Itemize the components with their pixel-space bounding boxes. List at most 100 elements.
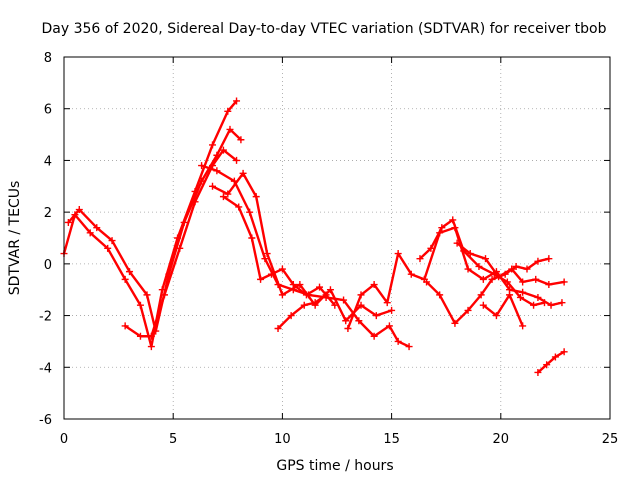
series-1-point-4 [121,275,129,283]
series-8-point-13 [519,288,527,296]
series-12-point-1 [492,312,500,320]
y-tick-label-7: 8 [44,51,52,66]
series-3-point-6 [209,162,217,170]
series-5-point-9 [342,317,350,325]
series-7-point-2 [300,301,308,309]
series-6-point-2 [248,234,256,242]
series-4-point-4 [261,255,269,263]
series-6-trace [222,195,337,307]
series-6-point-5 [278,265,286,273]
y-tick-label-4: 2 [44,206,52,221]
series-1-point-3 [104,244,112,252]
x-tick-label-2: 10 [274,432,291,447]
chart-title: Day 356 of 2020, Sidereal Day-to-day VTE… [41,21,606,37]
series-8-point-15 [547,301,555,309]
series-9-point-0 [416,255,424,263]
x-tick-label-4: 20 [493,432,510,447]
series-5-point-2 [239,169,247,177]
series-5-point-12 [388,306,396,314]
series-2-point-11 [226,125,234,133]
series-4-point-14 [405,343,413,351]
series-8-point-2 [370,281,378,289]
series-9-point-2 [438,224,446,232]
series-10-point-10 [545,255,553,263]
y-tick-label-5: 4 [44,154,52,169]
series-11-point-2 [482,255,490,263]
series-10-point-1 [436,291,444,299]
series-10-point-8 [523,265,531,273]
series-2-point-8 [180,218,188,226]
series-2-point-1 [75,206,83,214]
series-7-point-3 [311,299,319,307]
series-12-point-2 [506,291,514,299]
series-3-point-2 [147,332,155,340]
series-11-point-8 [560,278,568,286]
series-13-trace [536,350,566,374]
series-8-point-3 [383,299,391,307]
axes-frame [63,56,611,420]
series-9-point-3 [449,216,457,224]
series-13-point-2 [551,353,559,361]
series-7 [274,291,330,332]
x-tick-label-1: 5 [169,432,177,447]
series-3-point-5 [191,198,199,206]
series-2-point-3 [108,237,116,245]
series-11-point-1 [466,250,474,258]
series-5-point-4 [263,250,271,258]
series-6-point-6 [289,281,297,289]
series-9-point-9 [530,301,538,309]
series-4-point-10 [355,317,363,325]
series-6-point-4 [267,270,275,278]
series-6-point-0 [219,193,227,201]
series-6-point-8 [316,283,324,291]
y-tick-label-6: 6 [44,103,52,118]
x-axis-label: GPS time / hours [276,458,393,474]
x-tick-label-0: 0 [60,432,68,447]
series-4-point-11 [370,332,378,340]
series-10 [423,255,553,327]
series-11-point-4 [508,265,516,273]
series-group [60,97,568,376]
series-2-point-5 [143,291,151,299]
series-13 [534,348,568,376]
series-12-point-3 [519,322,527,330]
series-11-point-5 [519,278,527,286]
series-3-point-7 [219,146,227,154]
series-8-point-10 [479,275,487,283]
series-6-point-3 [257,275,265,283]
series-3-point-1 [136,332,144,340]
x-tick-label-5: 25 [602,432,619,447]
y-tick-label-3: 0 [44,258,52,273]
series-3 [121,146,241,340]
series-10-point-4 [477,291,485,299]
series-6-point-7 [302,291,310,299]
series-4-point-12 [385,322,393,330]
series-7-point-0 [274,325,282,332]
series-6 [219,193,339,309]
series-10-point-2 [451,319,459,327]
series-5-point-3 [252,193,260,201]
series-1-point-12 [233,97,241,105]
series-3-point-3 [160,291,168,299]
series-10-point-9 [534,257,542,265]
series-13-point-3 [560,348,568,356]
series-2-point-4 [126,268,134,276]
series-8-point-16 [558,299,566,307]
series-10-point-3 [464,306,472,314]
series-8-point-1 [357,291,365,299]
series-5-point-10 [357,301,365,309]
series-5-point-11 [372,312,380,320]
series-6-point-9 [331,301,339,309]
series-5-point-8 [326,286,334,294]
series-5 [209,169,396,325]
series-8-point-14 [534,293,542,301]
series-9-point-8 [516,293,524,301]
series-12 [479,291,527,330]
series-3-point-4 [176,244,184,252]
series-10-point-0 [423,278,431,286]
series-9-point-5 [475,262,483,270]
series-4-point-3 [246,208,254,216]
series-12-point-0 [479,301,487,309]
y-tick-label-0: -6 [39,413,52,428]
